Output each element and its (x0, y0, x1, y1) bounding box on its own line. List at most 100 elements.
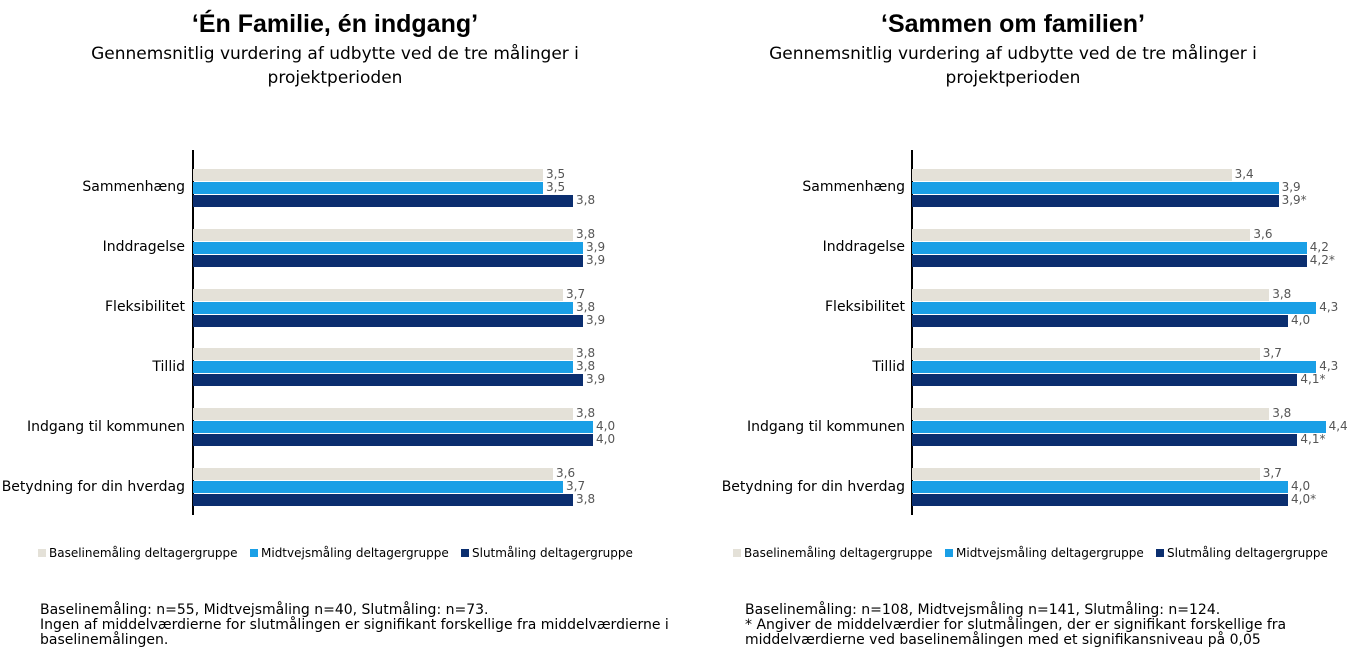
bar (193, 288, 563, 301)
category-label: Inddragelse (102, 239, 185, 256)
bar (193, 421, 593, 434)
bar (193, 254, 583, 267)
value-label: 3,8 (1272, 406, 1292, 421)
bar (912, 301, 1317, 314)
bar (912, 421, 1326, 434)
bar (912, 194, 1279, 207)
value-label: 3,9 (586, 372, 606, 387)
bar (912, 241, 1307, 254)
bar (193, 494, 573, 507)
y-axis (192, 150, 194, 515)
value-label: 3,9 (1281, 179, 1301, 194)
value-label: 3,8 (576, 192, 596, 207)
chart-subtitle: Gennemsnitlig vurdering af udbytte ved d… (769, 44, 1257, 88)
value-label: 3,8 (576, 359, 596, 374)
value-label: 3,9 (586, 252, 606, 267)
note: * Angiver de middelværdier for slutmålin… (745, 617, 1287, 648)
category-label: Sammenhæng (82, 179, 185, 196)
legend-swatch (250, 549, 258, 557)
legend-label: Midtvejsmåling deltagergruppe (956, 546, 1144, 560)
category-label: Betydning for din hverdag (721, 478, 905, 495)
value-label: 3,9 (586, 239, 606, 254)
bar (193, 168, 543, 181)
bar (912, 361, 1317, 374)
note: Ingen af middelværdierne for slutmålinge… (40, 617, 669, 648)
bar (912, 374, 1298, 387)
value-label: 4,2* (1309, 252, 1335, 267)
bar (193, 241, 583, 254)
category-label: Betydning for din hverdag (1, 478, 185, 495)
bar (912, 348, 1260, 361)
bar (912, 288, 1270, 301)
value-label: 3,8 (576, 406, 596, 421)
note: Baselinemåling: n=55, Midtvejsmåling n=4… (40, 602, 489, 618)
value-label: 3,4 (1234, 166, 1254, 181)
bar (193, 374, 583, 387)
bar (912, 181, 1279, 194)
value-label: 3,8 (576, 492, 596, 507)
legend-label: Midtvejsmåling deltagergruppe (261, 546, 449, 560)
bar (912, 434, 1298, 447)
value-label: 4,1* (1300, 372, 1326, 387)
category-label: Sammenhæng (802, 179, 905, 196)
value-label: 4,4 (1328, 419, 1348, 434)
value-label: 4,1* (1300, 432, 1326, 447)
value-label: 4,3 (1319, 299, 1339, 314)
bar (193, 408, 573, 421)
legend-swatch (1156, 549, 1164, 557)
bar (193, 481, 563, 494)
legend-swatch (461, 549, 469, 557)
bar (912, 468, 1260, 481)
bar (912, 494, 1288, 507)
category-label: Indgang til kommunen (747, 418, 905, 435)
note: Baselinemåling: n=108, Midtvejsmåling n=… (745, 602, 1221, 618)
category-label: Inddragelse (822, 239, 905, 256)
value-label: 3,7 (566, 479, 586, 494)
value-label: 3,6 (1253, 226, 1273, 241)
category-label: Tillid (872, 358, 905, 375)
category-label: Fleksibilitet (105, 299, 185, 316)
value-label: 3,7 (566, 286, 586, 301)
legend-swatch (945, 549, 953, 557)
bar (193, 301, 573, 314)
value-label: 3,8 (576, 346, 596, 361)
bar (912, 481, 1288, 494)
value-label: 3,9* (1281, 192, 1307, 207)
value-label: 3,9 (586, 312, 606, 327)
bar (193, 181, 543, 194)
category-label: Tillid (152, 358, 185, 375)
bar (193, 434, 593, 447)
legend-swatch (733, 549, 741, 557)
value-label: 3,7 (1262, 346, 1282, 361)
chart-subtitle: Gennemsnitlig vurdering af udbytte ved d… (91, 44, 579, 88)
bar (912, 168, 1232, 181)
value-label: 3,6 (556, 466, 576, 481)
legend-label: Baselinemåling deltagergruppe (744, 546, 933, 560)
bar (912, 228, 1251, 241)
chart-title: ‘Én Familie, én indgang’ (191, 10, 479, 38)
value-label: 4,0 (596, 419, 616, 434)
y-axis (911, 150, 913, 515)
bar (193, 348, 573, 361)
value-label: 4,2 (1309, 239, 1329, 254)
value-label: 4,0 (596, 432, 616, 447)
bar (193, 194, 573, 207)
value-label: 4,0 (1291, 479, 1311, 494)
value-label: 4,0 (1291, 312, 1311, 327)
bar (912, 408, 1270, 421)
value-label: 3,8 (576, 226, 596, 241)
value-label: 3,8 (576, 299, 596, 314)
category-label: Fleksibilitet (825, 299, 905, 316)
bar (912, 254, 1307, 267)
chart-title: ‘Sammen om familien’ (881, 10, 1145, 38)
bar (193, 314, 583, 327)
value-label: 3,5 (546, 166, 566, 181)
bar (912, 314, 1288, 327)
legend-label: Slutmåling deltagergruppe (472, 546, 633, 560)
legend-label: Slutmåling deltagergruppe (1167, 546, 1328, 560)
value-label: 3,5 (546, 179, 566, 194)
bar (193, 361, 573, 374)
legend-label: Baselinemåling deltagergruppe (49, 546, 238, 560)
value-label: 3,8 (1272, 286, 1292, 301)
